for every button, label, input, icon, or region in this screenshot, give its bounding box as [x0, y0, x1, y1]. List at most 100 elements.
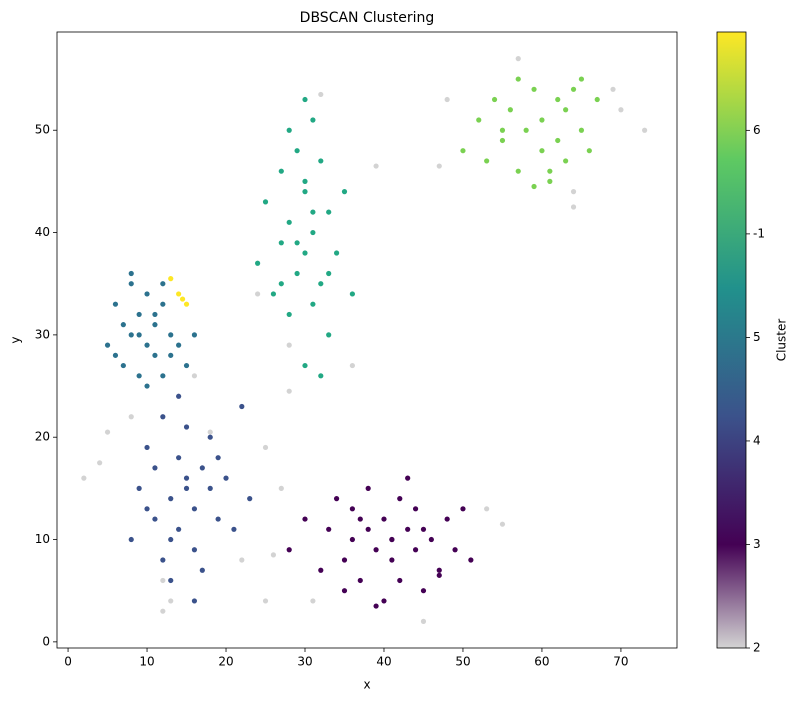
point	[168, 536, 174, 543]
point	[160, 414, 166, 420]
point	[136, 311, 142, 318]
point	[357, 577, 363, 584]
point	[318, 91, 324, 98]
point	[191, 332, 198, 338]
point	[452, 547, 458, 553]
colorbar-tick-label: 4	[753, 433, 761, 447]
point	[191, 373, 198, 379]
point	[215, 455, 221, 461]
point	[333, 250, 340, 256]
point	[168, 496, 174, 502]
point	[349, 362, 355, 369]
point	[239, 403, 245, 410]
point	[507, 107, 513, 113]
point	[215, 516, 221, 522]
y-tick-label: 40	[35, 225, 50, 239]
point	[476, 117, 482, 123]
colorbar-tick-label: -1	[753, 226, 765, 240]
point	[286, 219, 292, 225]
point	[160, 281, 166, 287]
point	[144, 444, 150, 451]
point	[570, 189, 577, 195]
point	[207, 485, 213, 491]
point	[136, 373, 142, 379]
point	[405, 526, 411, 532]
plot-frame	[56, 31, 678, 649]
point	[136, 332, 142, 338]
point	[168, 598, 174, 604]
point	[112, 352, 119, 358]
point	[341, 557, 348, 563]
point	[191, 506, 198, 512]
point	[310, 229, 316, 236]
x-tick-label: 10	[139, 655, 154, 669]
point	[179, 296, 186, 302]
point	[349, 536, 355, 543]
point	[444, 96, 450, 103]
point	[120, 362, 126, 369]
point	[357, 516, 363, 522]
point	[460, 148, 466, 154]
point	[349, 506, 355, 512]
point	[310, 598, 316, 604]
point	[523, 127, 529, 133]
point	[176, 342, 182, 348]
point	[420, 588, 427, 594]
y-tick-label: 10	[35, 532, 50, 546]
point	[318, 281, 324, 287]
point	[365, 485, 371, 491]
x-tick-label: 20	[218, 655, 233, 669]
point	[570, 86, 577, 92]
point	[152, 311, 158, 318]
point	[484, 158, 490, 164]
point	[168, 577, 174, 584]
colorbar-tick-label: 5	[753, 330, 761, 344]
point	[294, 270, 300, 277]
point	[176, 291, 182, 297]
point	[144, 342, 150, 348]
point	[278, 240, 284, 246]
point	[255, 291, 261, 297]
point	[302, 250, 308, 256]
point	[270, 291, 277, 297]
point	[515, 76, 521, 82]
point	[310, 301, 316, 307]
y-tick-label: 50	[35, 123, 50, 137]
point	[152, 352, 158, 358]
point	[104, 429, 111, 435]
point	[563, 107, 569, 113]
point	[539, 117, 545, 123]
point	[262, 598, 269, 604]
point	[136, 485, 142, 491]
point	[168, 332, 174, 338]
x-tick-label: 30	[297, 655, 312, 669]
x-tick-label: 40	[376, 655, 391, 669]
point	[389, 557, 395, 563]
point	[381, 516, 387, 522]
x-tick-label: 0	[64, 655, 72, 669]
y-tick-label: 0	[42, 634, 50, 648]
point	[152, 322, 158, 328]
point	[160, 301, 166, 307]
point	[278, 168, 284, 174]
point	[310, 117, 316, 123]
point	[160, 373, 166, 379]
point	[555, 137, 561, 144]
point	[397, 577, 403, 584]
point	[270, 552, 277, 558]
point	[594, 96, 600, 103]
x-tick-label: 60	[534, 655, 549, 669]
point	[160, 577, 166, 584]
point	[207, 434, 213, 440]
point	[262, 199, 269, 205]
point	[183, 424, 190, 430]
point	[183, 362, 190, 369]
point	[397, 496, 403, 502]
point	[239, 557, 245, 563]
point	[570, 204, 577, 210]
point	[302, 178, 308, 184]
point	[160, 557, 166, 563]
point	[326, 332, 332, 338]
point	[176, 393, 182, 399]
